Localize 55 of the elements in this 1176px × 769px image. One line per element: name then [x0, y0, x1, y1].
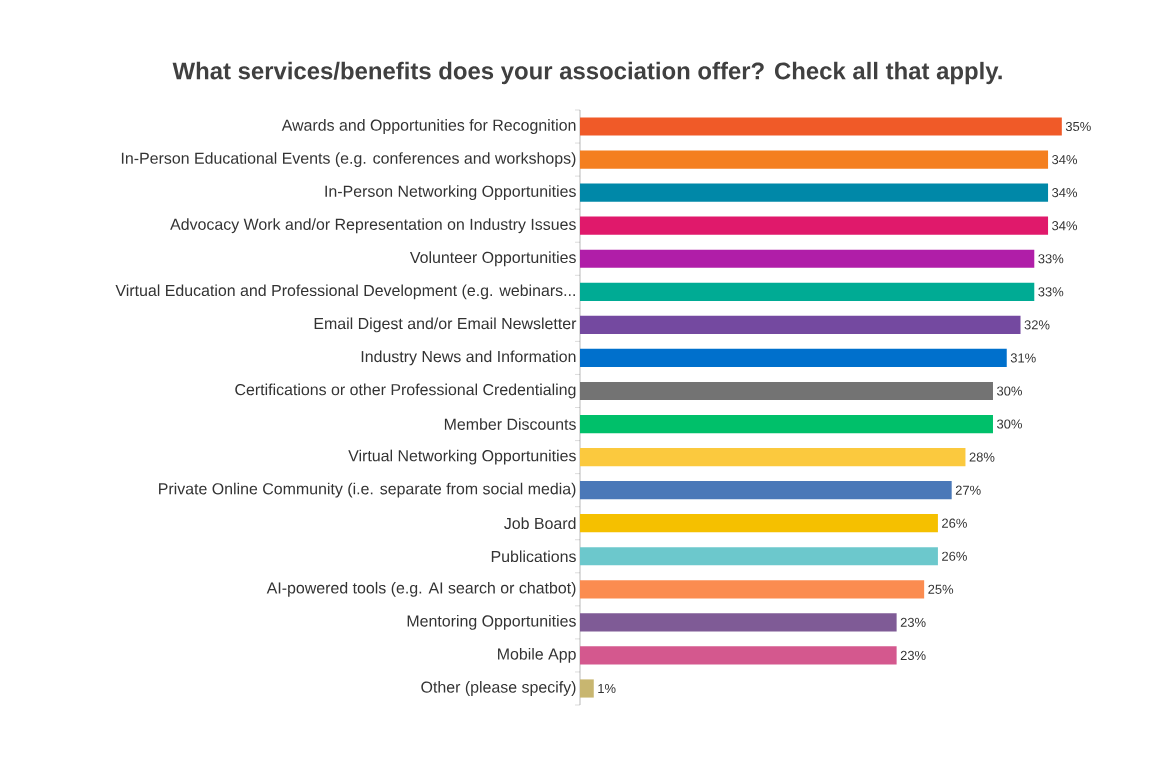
y-tick-label: In-Person Networking Opportunities — [325, 185, 576, 201]
data-label: 34% — [1052, 221, 1078, 231]
y-tick-label: Other (please specify) — [421, 681, 576, 696]
data-label: 33% — [1038, 254, 1064, 264]
data-label: 35% — [1065, 121, 1091, 132]
data-label: 30% — [997, 386, 1022, 396]
y-tick-label: Publications — [491, 550, 576, 563]
y-tick-label: Advocacy Work and/or Representation on Industry Issues — [170, 218, 576, 234]
bar — [580, 613, 897, 632]
y-tick-label: AI-powered tools (e.g. AI search or chatbot) — [266, 581, 576, 597]
bar — [580, 315, 1021, 334]
data-label: 25% — [928, 584, 954, 594]
y-tick-label: In-Person Educational Events (e.g. conferences and workshops) — [121, 152, 576, 168]
chart-title: What services/benefits does your association offer? Check all that apply. — [172, 61, 1002, 85]
data-label: 27% — [955, 485, 981, 495]
bar — [580, 282, 1035, 301]
data-label: 23% — [900, 650, 926, 661]
y-tick-label: Certifications or other Professional Credentialing — [235, 383, 576, 399]
bar — [580, 117, 1062, 136]
bar — [580, 646, 897, 665]
bar — [580, 249, 1035, 268]
data-label: 31% — [1010, 353, 1036, 363]
y-tick-label: Volunteer Opportunities — [409, 251, 576, 267]
y-tick-label: Awards and Opportunities for Recognition — [281, 119, 576, 134]
bar — [580, 580, 925, 599]
data-label: 30% — [997, 419, 1022, 429]
data-label: 32% — [1024, 320, 1050, 330]
y-tick-label: Virtual Networking Opportunities — [348, 449, 576, 465]
y-tick-label: Mentoring Opportunities — [407, 614, 576, 630]
y-tick-label: Private Online Community (i.e. separate from social media) — [159, 482, 576, 498]
data-label: 33% — [1038, 287, 1064, 297]
bar — [580, 183, 1049, 202]
y-tick-label: Industry News and Information — [361, 350, 576, 366]
data-label: 23% — [900, 617, 926, 627]
bar — [580, 348, 1007, 368]
bar — [580, 381, 993, 401]
bar — [580, 414, 993, 434]
bar — [580, 150, 1049, 169]
y-tick-label: Mobile App — [498, 648, 576, 663]
data-label: 1% — [598, 683, 616, 694]
bar — [580, 547, 938, 566]
bar — [580, 216, 1049, 235]
y-tick-label: Job Board — [504, 517, 576, 530]
bar — [580, 481, 952, 500]
bar — [580, 514, 938, 533]
y-tick-label: Member Discounts — [444, 418, 576, 430]
data-label: 28% — [969, 452, 995, 462]
y-tick-label: Email Digest and/or Email Newsletter — [314, 317, 577, 333]
y-tick-label: Virtual Education and Professional Development (e.g. webinars... — [115, 284, 575, 300]
data-label: 34% — [1052, 188, 1078, 198]
data-label: 34% — [1052, 155, 1078, 165]
data-label: 26% — [942, 551, 967, 561]
bar — [580, 679, 594, 698]
data-label: 26% — [942, 518, 967, 528]
bar — [580, 448, 966, 467]
